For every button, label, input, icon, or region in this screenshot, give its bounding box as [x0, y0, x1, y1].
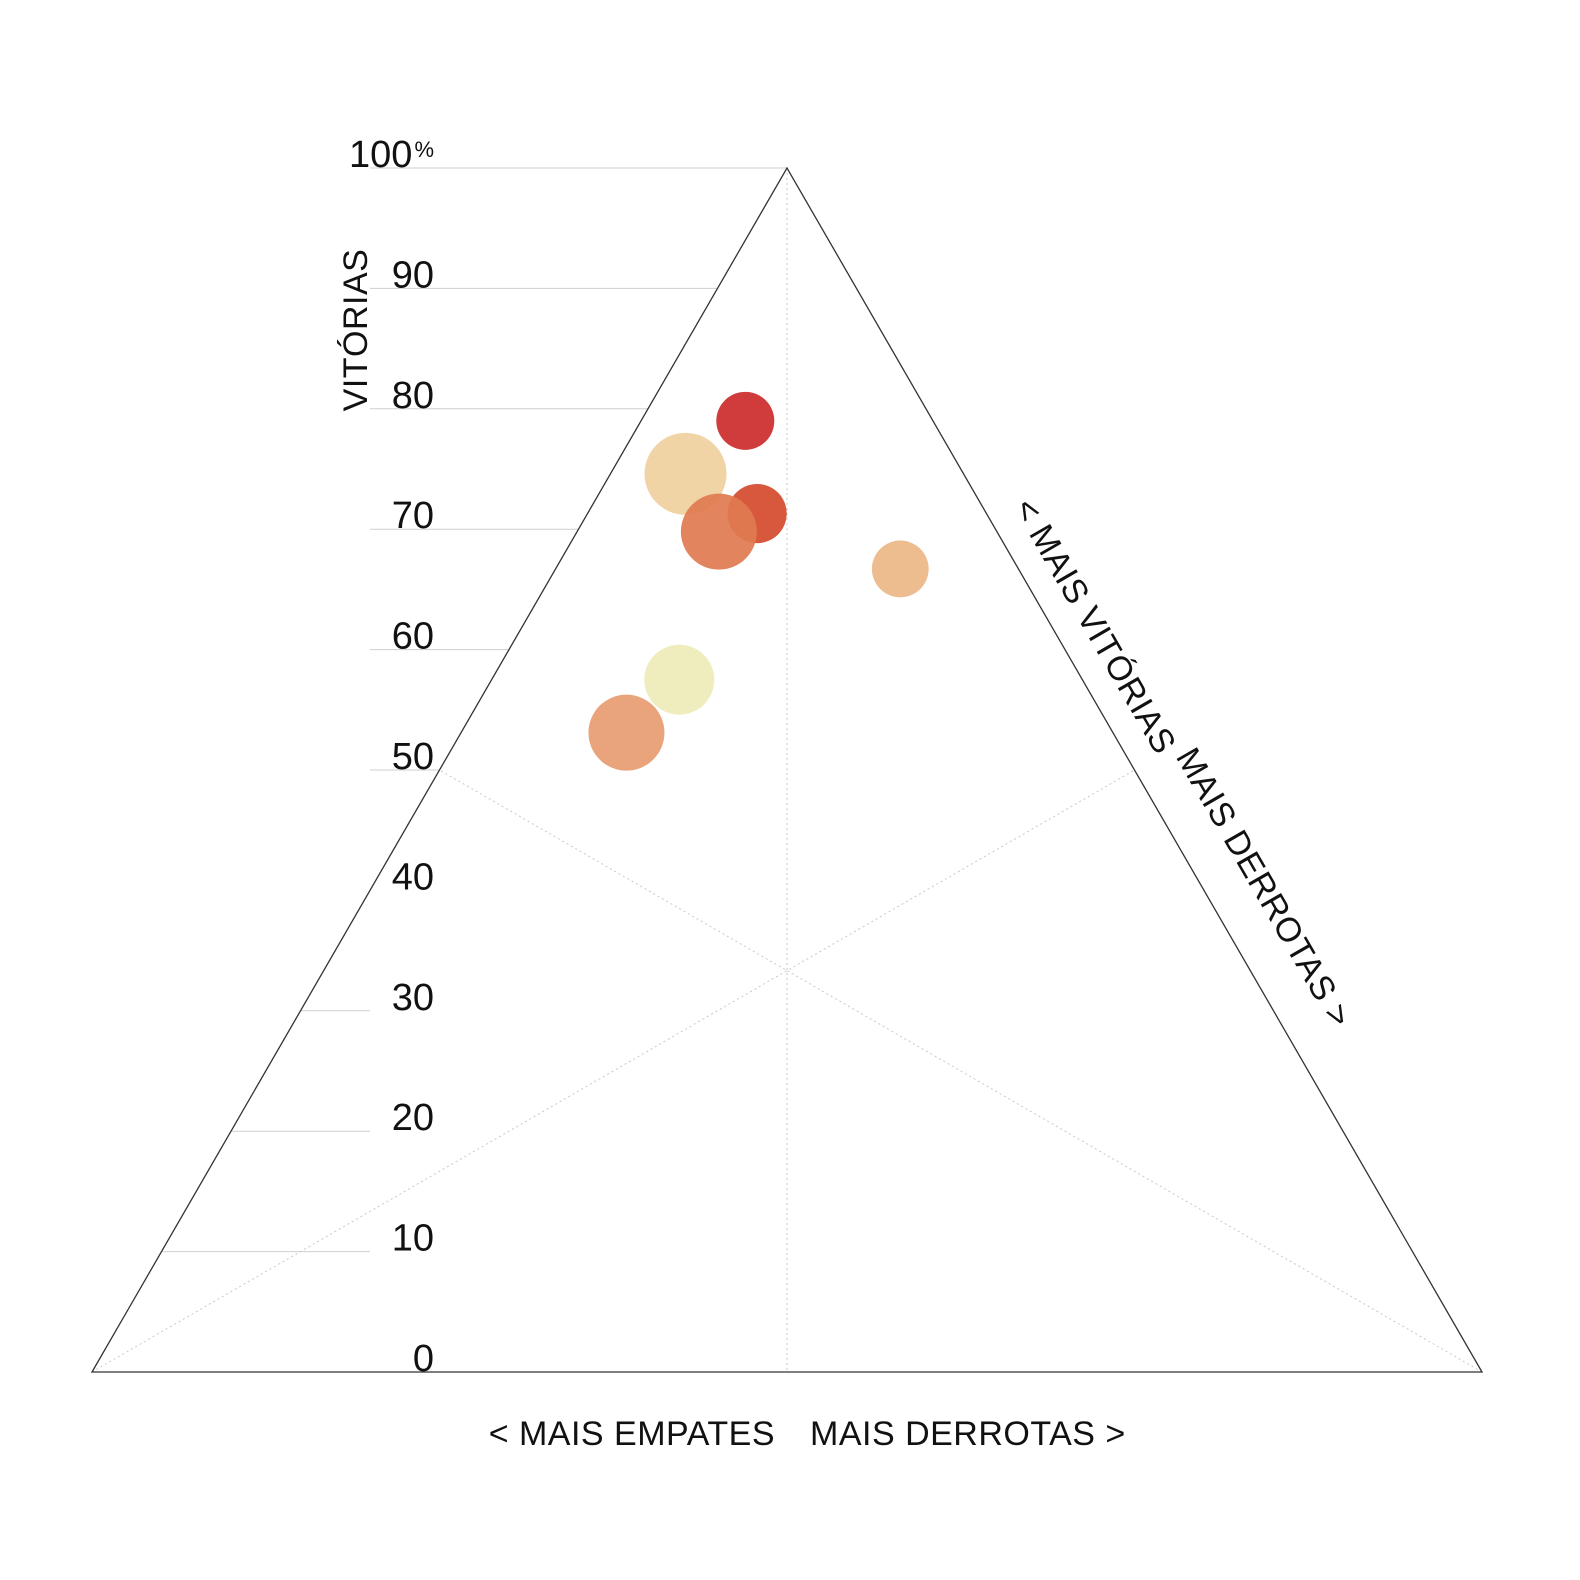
median-line-2 — [91, 769, 1135, 1373]
horizontal-gridlines — [161, 167, 787, 1253]
tick-label-80: 80 — [392, 375, 434, 417]
data-point-5 — [871, 540, 929, 598]
tick-label-100: 100% — [349, 134, 434, 176]
tick-label-40: 40 — [392, 856, 434, 898]
y-axis-title: VITÓRIAS — [337, 249, 375, 412]
median-gridlines — [91, 168, 1483, 1373]
tick-label-60: 60 — [392, 616, 434, 658]
median-line-3 — [439, 769, 1483, 1373]
data-point-6 — [644, 644, 715, 715]
tick-label-0: 0 — [413, 1338, 434, 1380]
tick-label-90: 90 — [392, 254, 434, 296]
data-point-4 — [680, 493, 757, 570]
y-tick-labels: 0 10 20 30 40 50 60 70 80 90 100% — [349, 134, 434, 1380]
bottom-axis-left-label: < MAIS EMPATES — [489, 1415, 775, 1453]
data-points — [588, 391, 929, 771]
ternary-triangle — [90, 166, 1484, 1373]
tick-label-30: 30 — [392, 977, 434, 1019]
data-point-1 — [716, 391, 775, 450]
data-point-7 — [588, 694, 665, 771]
data-point-2 — [644, 432, 727, 515]
right-axis-left-label: < MAIS VITÓRIAS — [1006, 492, 1183, 760]
tick-label-20: 20 — [392, 1097, 434, 1139]
tick-label-70: 70 — [392, 495, 434, 537]
percent-suffix: % — [414, 137, 434, 162]
right-axis-right-label: MAIS DERROTAS > — [1168, 741, 1359, 1033]
tick-label-10: 10 — [392, 1218, 434, 1260]
bottom-axis-right-label: MAIS DERROTAS > — [810, 1415, 1126, 1453]
tick-label-50: 50 — [392, 736, 434, 778]
